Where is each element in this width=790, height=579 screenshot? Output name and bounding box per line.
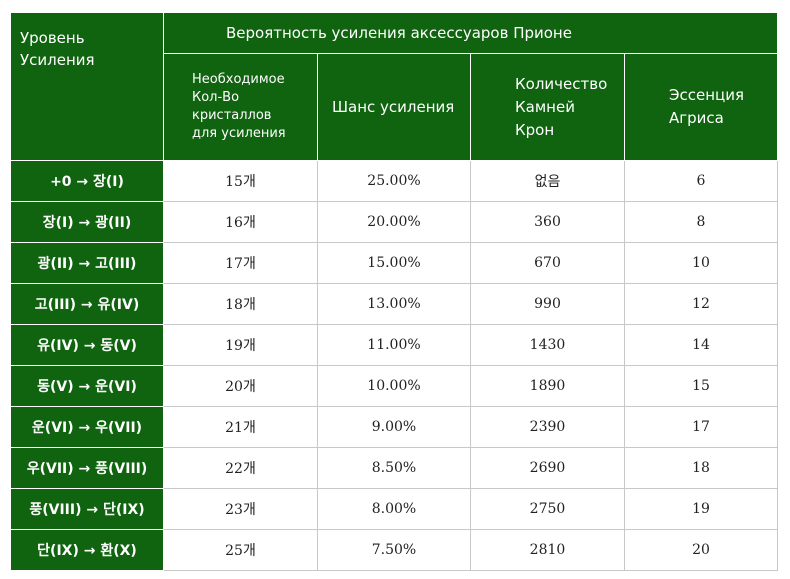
essence-cell: 8 [624, 201, 778, 243]
table-row: 유(IV) → 동(V) 19개 11.00% 1430 14 [10, 324, 778, 366]
crystals-cell: 16개 [163, 201, 318, 243]
stones-cell: 2810 [470, 529, 625, 571]
table-title-text: Вероятность усиления аксессуаров Прионе [226, 24, 572, 42]
essence-cell: 17 [624, 406, 778, 448]
chance-cell: 11.00% [317, 324, 471, 366]
row-level-label: +0 → 장(I) [10, 160, 164, 202]
stones-cell: 2690 [470, 447, 625, 489]
level-header-text: Уровень Усиления [20, 29, 95, 69]
table-row: 우(VII) → 풍(VIII) 22개 8.50% 2690 18 [10, 447, 778, 489]
crystals-cell: 15개 [163, 160, 318, 202]
level-header: Уровень Усиления [10, 12, 164, 161]
table-row: 운(VI) → 우(VII) 21개 9.00% 2390 17 [10, 406, 778, 448]
crystals-cell: 19개 [163, 324, 318, 366]
chance-cell: 7.50% [317, 529, 471, 571]
stones-cell: 360 [470, 201, 625, 243]
enhancement-table: Уровень Усиления Вероятность усиления ак… [10, 12, 778, 571]
crystals-cell: 23개 [163, 488, 318, 530]
stones-cell: 2390 [470, 406, 625, 448]
stones-header-text: Количество Камней Крон [515, 74, 608, 139]
stones-cell: 990 [470, 283, 625, 325]
essence-cell: 14 [624, 324, 778, 366]
row-level-label: 단(IX) → 환(X) [10, 529, 164, 571]
table-body: +0 → 장(I) 15개 25.00% 없음 6 장(I) → 광(II) 16개 20.0… [10, 160, 778, 571]
row-level-label: 동(V) → 운(VI) [10, 365, 164, 407]
table-row: 고(III) → 유(IV) 18개 13.00% 990 12 [10, 283, 778, 325]
essence-cell: 19 [624, 488, 778, 530]
table-row: 풍(VIII) → 단(IX) 23개 8.00% 2750 19 [10, 488, 778, 530]
table-row: 광(II) → 고(III) 17개 15.00% 670 10 [10, 242, 778, 284]
stones-cell: 670 [470, 242, 625, 284]
table-row: 동(V) → 운(VI) 20개 10.00% 1890 15 [10, 365, 778, 407]
chance-cell: 10.00% [317, 365, 471, 407]
row-level-label: 고(III) → 유(IV) [10, 283, 164, 325]
table-row: 장(I) → 광(II) 16개 20.00% 360 8 [10, 201, 778, 243]
chance-cell: 9.00% [317, 406, 471, 448]
chance-cell: 15.00% [317, 242, 471, 284]
row-level-label: 장(I) → 광(II) [10, 201, 164, 243]
crystals-cell: 21개 [163, 406, 318, 448]
essence-cell: 12 [624, 283, 778, 325]
stones-cell: 2750 [470, 488, 625, 530]
essence-cell: 6 [624, 160, 778, 202]
row-level-label: 운(VI) → 우(VII) [10, 406, 164, 448]
stones-cell: 1890 [470, 365, 625, 407]
table-row: +0 → 장(I) 15개 25.00% 없음 6 [10, 160, 778, 202]
stones-header: Количество Камней Крон [470, 53, 625, 161]
essence-cell: 10 [624, 242, 778, 284]
chance-cell: 8.50% [317, 447, 471, 489]
crystals-header: Необходимое Кол-Во кристаллов для усилен… [163, 53, 318, 161]
essence-cell: 15 [624, 365, 778, 407]
crystals-cell: 25개 [163, 529, 318, 571]
row-level-label: 광(II) → 고(III) [10, 242, 164, 284]
chance-cell: 8.00% [317, 488, 471, 530]
crystals-cell: 20개 [163, 365, 318, 407]
stones-cell: 1430 [470, 324, 625, 366]
table-title: Вероятность усиления аксессуаров Прионе [163, 12, 778, 54]
crystals-cell: 18개 [163, 283, 318, 325]
chance-cell: 13.00% [317, 283, 471, 325]
essence-header: Эссенция Агриса [624, 53, 778, 161]
crystals-cell: 17개 [163, 242, 318, 284]
chance-header: Шанс усиления [317, 53, 471, 161]
crystals-cell: 22개 [163, 447, 318, 489]
essence-cell: 20 [624, 529, 778, 571]
stones-cell: 없음 [470, 160, 625, 202]
chance-header-text: Шанс усиления [332, 98, 455, 116]
row-level-label: 유(IV) → 동(V) [10, 324, 164, 366]
row-level-label: 우(VII) → 풍(VIII) [10, 447, 164, 489]
chance-cell: 20.00% [317, 201, 471, 243]
essence-header-text: Эссенция Агриса [669, 86, 744, 127]
table-row: 단(IX) → 환(X) 25개 7.50% 2810 20 [10, 529, 778, 571]
row-level-label: 풍(VIII) → 단(IX) [10, 488, 164, 530]
chance-cell: 25.00% [317, 160, 471, 202]
essence-cell: 18 [624, 447, 778, 489]
crystals-header-text: Необходимое Кол-Во кристаллов для усилен… [192, 72, 286, 141]
